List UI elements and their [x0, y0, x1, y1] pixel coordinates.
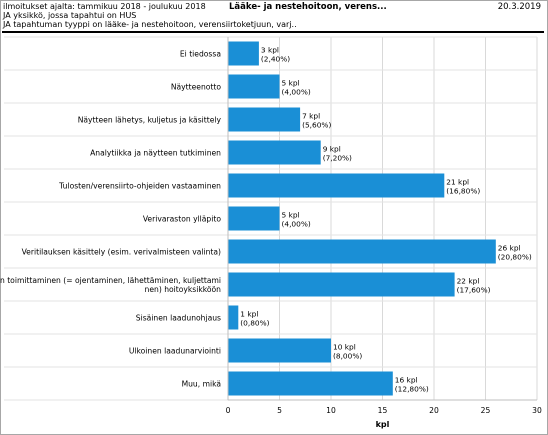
bar [228, 173, 445, 198]
category-label: Sisäinen laadunohjaus [136, 314, 221, 323]
filter-line-period: ilmoitukset ajalta: tammikuu 2018 - joul… [3, 2, 206, 11]
data-label: (7,20%) [323, 154, 352, 163]
bar [228, 272, 455, 297]
data-label: 7 kpl [302, 112, 320, 121]
category-label: Tulosten/verensiirto-ohjeiden vastaamine… [58, 182, 221, 191]
data-label: 3 kpl [261, 46, 279, 55]
x-axis-title: kpl [376, 420, 390, 429]
bar [228, 41, 259, 66]
category-label: Muu, mikä [182, 380, 221, 389]
x-tick-label: 20 [429, 406, 439, 415]
x-tick-label: 10 [326, 406, 336, 415]
data-label: (12,80%) [395, 385, 429, 394]
data-label: (4,00%) [282, 88, 311, 97]
data-label: 10 kpl [333, 343, 356, 352]
category-label: Ei tiedossa [180, 50, 221, 59]
bar [228, 140, 321, 165]
bar [228, 338, 331, 363]
data-label: (8,00%) [333, 352, 362, 361]
data-label: 5 kpl [282, 79, 300, 88]
data-label: 1 kpl [240, 310, 258, 319]
data-label: (0,80%) [240, 319, 269, 328]
category-label: nen) hoitoyksikköön [145, 285, 222, 294]
bar [228, 107, 301, 132]
filter-line-unit: JA yksikkö, jossa tapahtui on HUS [3, 11, 137, 20]
data-label: (4,00%) [282, 220, 311, 229]
x-tick-label: 30 [532, 406, 542, 415]
bar [228, 305, 239, 330]
data-label: (17,60%) [457, 286, 491, 295]
bar [228, 239, 496, 264]
x-tick-label: 0 [226, 406, 231, 415]
bar [228, 74, 280, 99]
category-label: Ulkoinen laadunarviointi [129, 347, 221, 356]
x-tick-label: 25 [481, 406, 491, 415]
data-label: (20,80%) [498, 253, 532, 262]
data-label: 22 kpl [457, 277, 480, 286]
x-tick-label: 5 [277, 406, 282, 415]
header-divider [2, 31, 544, 33]
data-label: 5 kpl [282, 211, 300, 220]
chart-title: Lääke- ja nestehoitoon, verens... [229, 2, 387, 12]
bar [228, 206, 280, 231]
data-label: (2,40%) [261, 55, 290, 64]
data-label: (5,60%) [302, 121, 331, 130]
data-label: 9 kpl [323, 145, 341, 154]
category-label: Veritilauksen käsittely (esim. verivalmi… [22, 248, 221, 257]
data-label: 21 kpl [446, 178, 469, 187]
category-label: Näytteen lähetys, kuljetus ja käsittely [78, 116, 222, 125]
data-label: 26 kpl [498, 244, 521, 253]
data-label: 16 kpl [395, 376, 418, 385]
category-label: Analytiikka ja näytteen tutkiminen [90, 149, 221, 158]
category-label: Näytteenotto [171, 83, 222, 92]
x-tick-label: 15 [378, 406, 388, 415]
bar [228, 371, 393, 396]
filter-line-type: JA tapahtuman tyyppi on lääke- ja nesteh… [3, 20, 297, 29]
category-label: Verivaraston ylläpito [143, 215, 222, 224]
data-label: (16,80%) [446, 187, 480, 196]
report-date: 20.3.2019 [497, 2, 541, 12]
category-label: Veren toimittaminen (= ojentaminen, lähe… [0, 276, 221, 285]
